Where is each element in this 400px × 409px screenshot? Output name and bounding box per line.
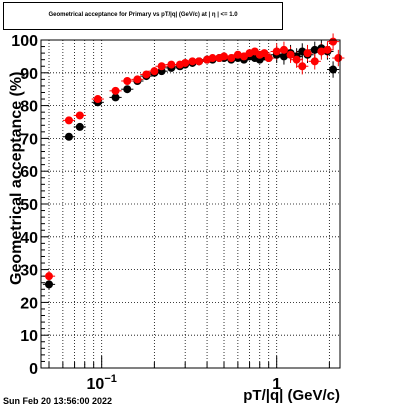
marker-black [64,132,73,141]
error-bars [42,33,345,290]
y-tick-label: 30 [20,263,38,280]
marker-red [157,62,166,71]
marker-red [279,45,288,54]
x-axis-label: pT/|q| (GeV/c) [243,387,340,404]
plot-frame-rect [40,39,341,369]
marker-red [150,67,159,76]
y-tick-label: 0 [29,361,38,378]
data-points [45,37,343,289]
marker-red [111,86,120,95]
marker-red [310,57,319,66]
x-tick-label: 10−1 [87,373,117,393]
marker-red [264,54,273,63]
chart-title: Geometrical acceptance for Primary vs pT… [48,12,238,18]
x-tick-label: 1 [272,376,281,393]
marker-red [292,55,301,64]
marker-red [233,50,242,59]
marker-black [279,52,288,61]
marker-red [334,54,343,63]
marker-red [220,52,229,61]
marker-red [272,47,281,56]
y-tick-label: 40 [20,230,38,247]
y-tick-label: 10 [20,328,38,345]
marker-red [303,49,312,58]
plot-frame [40,39,341,369]
marker-red [323,45,332,54]
x-tick-base: 10 [87,376,105,393]
date-stamp: Sun Feb 20 13:56:00 2022 [3,396,113,406]
marker-red [181,58,190,67]
y-tick-label: 60 [20,164,38,181]
y-tick-label: 100 [11,33,38,50]
marker-red [123,77,132,85]
marker-red [329,37,338,46]
y-tick-label: 70 [20,131,38,148]
marker-red [142,70,151,79]
marker-black [123,85,132,94]
y-tick-label: 90 [20,66,38,83]
x-tick-base: 1 [272,376,281,393]
marker-black [111,93,120,102]
marker-red [64,116,73,125]
y-tick-label: 50 [20,197,38,214]
marker-red [188,57,197,66]
y-axis-label: Geometrical acceptance (%) [8,72,25,285]
marker-red [75,111,84,120]
marker-black [310,45,319,54]
y-tick-label: 80 [20,99,38,116]
marker-black [75,122,84,131]
marker-red [45,272,54,281]
marker-red [298,62,307,71]
marker-red [227,54,236,63]
marker-black [329,65,338,74]
marker-red [195,57,204,66]
marker-red [317,47,326,56]
marker-red [286,50,295,59]
marker-red [133,75,142,84]
x-tick-exponent: −1 [104,373,117,385]
y-axis-ticks: 0 10 20 30 40 50 60 70 80 90 100 [11,33,49,378]
marker-red [208,54,217,63]
y-tick-label: 20 [20,295,38,312]
marker-red [93,95,102,104]
marker-red [167,60,176,69]
grid-lines [41,40,340,368]
x-axis-ticks: 10−1 1 [48,356,330,393]
marker-black [45,280,54,289]
title-box: Geometrical acceptance for Primary vs pT… [3,2,283,30]
